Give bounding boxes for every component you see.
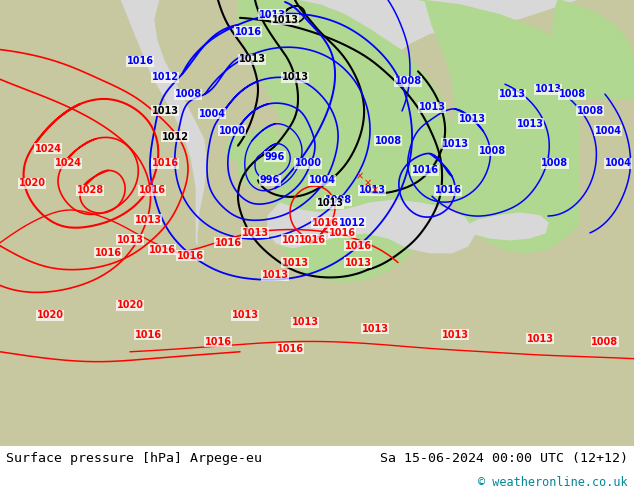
Text: 1008: 1008 <box>541 158 569 169</box>
Text: 1028: 1028 <box>77 185 103 195</box>
Text: 1016: 1016 <box>152 158 179 169</box>
Text: 1008: 1008 <box>479 146 505 156</box>
Text: 1008: 1008 <box>559 89 586 99</box>
Text: 1016: 1016 <box>235 27 261 37</box>
Text: 1020: 1020 <box>117 300 143 310</box>
Polygon shape <box>155 0 360 312</box>
Text: 1016: 1016 <box>434 185 462 195</box>
Text: 1008: 1008 <box>592 337 619 347</box>
Text: 1016: 1016 <box>328 228 356 238</box>
Text: 1000: 1000 <box>219 126 245 136</box>
Text: Sa 15-06-2024 00:00 UTC (12+12): Sa 15-06-2024 00:00 UTC (12+12) <box>380 452 628 465</box>
Text: Surface pressure [hPa] Arpege-eu: Surface pressure [hPa] Arpege-eu <box>6 452 262 465</box>
Text: 1008: 1008 <box>325 195 352 205</box>
Text: ×: × <box>364 178 372 188</box>
Text: 996: 996 <box>260 175 280 185</box>
Text: 1013: 1013 <box>271 15 299 25</box>
Text: 1013: 1013 <box>152 106 179 116</box>
Text: 1013: 1013 <box>259 10 285 20</box>
Text: 1016: 1016 <box>311 218 339 228</box>
Text: 1013: 1013 <box>498 89 526 99</box>
Polygon shape <box>268 200 475 253</box>
Text: 1013: 1013 <box>534 84 562 94</box>
Text: 1012: 1012 <box>162 132 188 142</box>
Text: 1013: 1013 <box>281 235 309 245</box>
Bar <box>580 99 634 297</box>
Text: © weatheronline.co.uk: © weatheronline.co.uk <box>479 476 628 489</box>
Text: 1016: 1016 <box>148 245 176 255</box>
Text: 1020: 1020 <box>18 178 46 188</box>
Text: 1013: 1013 <box>238 54 266 65</box>
Text: 1016: 1016 <box>276 344 304 354</box>
Polygon shape <box>538 0 634 167</box>
Text: 1013: 1013 <box>117 235 143 245</box>
Polygon shape <box>238 0 455 282</box>
Polygon shape <box>467 213 548 240</box>
Text: 1016: 1016 <box>176 251 204 261</box>
Text: 1013: 1013 <box>361 324 389 334</box>
Text: 1013: 1013 <box>316 198 344 208</box>
Polygon shape <box>244 3 292 35</box>
Text: 1004: 1004 <box>595 126 621 136</box>
Text: 1016: 1016 <box>344 241 372 251</box>
Text: 1013: 1013 <box>458 114 486 124</box>
Circle shape <box>62 108 68 114</box>
Text: 1016: 1016 <box>127 56 153 67</box>
Polygon shape <box>238 127 285 186</box>
Text: 1013: 1013 <box>281 258 309 268</box>
Text: 1004: 1004 <box>309 175 335 185</box>
Text: 1024: 1024 <box>34 144 61 154</box>
Text: 1004: 1004 <box>604 158 631 169</box>
Text: 1016: 1016 <box>94 247 122 258</box>
Text: 1016: 1016 <box>134 330 162 340</box>
Text: 1008: 1008 <box>394 76 422 86</box>
Polygon shape <box>225 133 248 161</box>
Text: 1008: 1008 <box>576 106 604 116</box>
Text: 1013: 1013 <box>231 310 259 320</box>
Polygon shape <box>0 0 240 401</box>
Text: 1012: 1012 <box>339 218 365 228</box>
Text: 1013: 1013 <box>344 258 372 268</box>
Text: 1013: 1013 <box>242 228 269 238</box>
Text: 1016: 1016 <box>299 235 325 245</box>
Text: 1013: 1013 <box>441 330 469 340</box>
Text: 1013: 1013 <box>526 334 553 344</box>
Text: 1000: 1000 <box>295 158 321 169</box>
Text: 1016: 1016 <box>205 337 231 347</box>
Text: 1016: 1016 <box>411 166 439 175</box>
Text: 1013: 1013 <box>292 317 318 327</box>
Text: 1024: 1024 <box>55 158 82 169</box>
Text: 996: 996 <box>265 151 285 162</box>
Text: 1016: 1016 <box>138 185 165 195</box>
Text: 1013: 1013 <box>134 215 162 225</box>
Text: 1008: 1008 <box>375 136 401 146</box>
Text: 1013: 1013 <box>261 270 288 280</box>
Text: 1008: 1008 <box>174 89 202 99</box>
Text: 1013: 1013 <box>441 139 469 148</box>
Text: 1013: 1013 <box>281 73 309 82</box>
Text: 1013: 1013 <box>517 119 543 129</box>
Text: 1012: 1012 <box>152 73 179 82</box>
Circle shape <box>57 104 63 110</box>
Text: 1013: 1013 <box>358 185 385 195</box>
Text: 1013: 1013 <box>418 102 446 112</box>
Text: 1016: 1016 <box>214 238 242 248</box>
Polygon shape <box>0 0 634 446</box>
Text: 1004: 1004 <box>198 109 226 119</box>
Polygon shape <box>420 0 610 253</box>
Text: 1020: 1020 <box>37 310 63 320</box>
Text: ×: × <box>371 185 379 195</box>
Text: ×: × <box>356 172 364 181</box>
